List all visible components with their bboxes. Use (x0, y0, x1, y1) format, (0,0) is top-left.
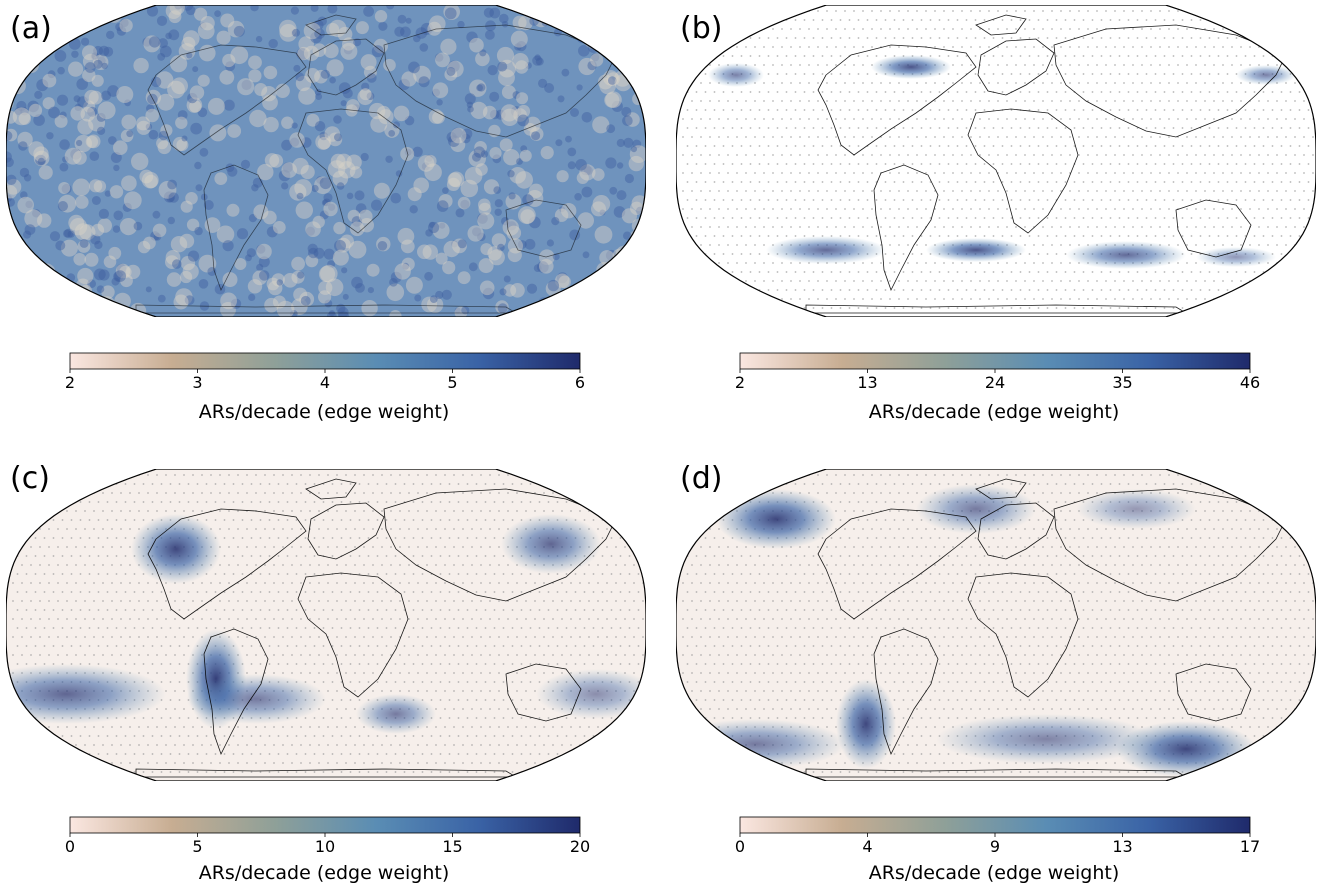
colorbar-tick-label: 5 (192, 837, 202, 854)
coastline (967, 572, 1079, 698)
coastline (817, 44, 977, 156)
colorbar-label: ARs/decade (edge weight) (868, 401, 1120, 423)
colorbar-tick-label: 2 (735, 373, 745, 390)
coastline (505, 663, 582, 722)
panel-a: (a) 2 3 4 5 6 ARs/decade (edge weight) (0, 0, 658, 440)
map-outline (676, 5, 1316, 317)
colorbar-tick-label: 9 (990, 837, 1000, 854)
coastline (297, 572, 409, 698)
coastline (1175, 199, 1252, 258)
coastline (817, 508, 977, 620)
coastline (305, 478, 357, 500)
world-map (676, 469, 1316, 781)
colorbar-tick-label: 4 (862, 837, 872, 854)
panel-label: (a) (10, 11, 52, 46)
world-map (6, 469, 646, 781)
colorbar-tick-label: 13 (857, 373, 877, 390)
coastline (505, 199, 582, 258)
colorbar: 2 13 24 35 46 (735, 352, 1260, 390)
colorbar-tick-label: 10 (315, 837, 335, 854)
colorbar-label: ARs/decade (edge weight) (198, 401, 450, 423)
colorbar-tick-label: 15 (442, 837, 462, 854)
colorbar: 2 3 4 5 6 (65, 352, 585, 390)
colorbar-label: ARs/decade (edge weight) (868, 862, 1120, 884)
coastline (975, 14, 1027, 36)
panel-b: (b) 2 13 24 35 46 ARs/decade (edge weight) (670, 0, 1317, 440)
colorbar-tick-label: 0 (735, 837, 745, 854)
coastline (977, 502, 1055, 560)
coastline (975, 478, 1027, 500)
panel-label: (c) (10, 461, 50, 496)
colorbar-gradient (739, 816, 1251, 834)
colorbar: 0 4 9 13 17 (735, 816, 1260, 854)
colorbar-tick-label: 3 (192, 373, 202, 390)
world-map (6, 5, 646, 317)
colorbar-tick-label: 46 (1240, 373, 1260, 390)
coastline (873, 164, 939, 292)
coastline (305, 14, 357, 36)
coastline (967, 108, 1079, 234)
coastline (873, 628, 939, 756)
colorbar-tick-label: 13 (1112, 837, 1132, 854)
colorbar-tick-label: 17 (1240, 837, 1260, 854)
coastline (147, 508, 307, 620)
panel-label: (d) (680, 461, 723, 496)
colorbar-gradient (739, 352, 1251, 370)
coastline (297, 108, 409, 234)
colorbar-label: ARs/decade (edge weight) (198, 862, 450, 884)
panel-label: (b) (680, 11, 723, 46)
colorbar-tick-label: 0 (65, 837, 75, 854)
coastline (307, 502, 385, 560)
map-outline (676, 469, 1316, 781)
map-outline (6, 469, 646, 781)
coastline (383, 24, 617, 138)
coastline (147, 44, 307, 156)
colorbar-tick-label: 2 (65, 373, 75, 390)
panel-d: (d) 0 4 9 13 17 ARs/decade (edge weight) (670, 464, 1317, 890)
world-map (676, 5, 1316, 317)
coastline (1053, 488, 1287, 602)
colorbar-tick-label: 20 (570, 837, 590, 854)
coastline (203, 164, 269, 292)
coastline (1053, 24, 1287, 138)
coastline (383, 488, 617, 602)
colorbar: 0 5 10 15 20 (65, 816, 590, 854)
colorbar-tick-label: 5 (447, 373, 457, 390)
coastline (977, 38, 1055, 96)
coastline (307, 38, 385, 96)
colorbar-tick-label: 6 (575, 373, 585, 390)
coastline (203, 628, 269, 756)
panel-c: (c) 0 5 10 15 20 ARs/decade (edge weight) (0, 464, 658, 890)
colorbar-tick-label: 4 (320, 373, 330, 390)
coastline (1175, 663, 1252, 722)
colorbar-gradient (69, 352, 581, 370)
map-outline (6, 5, 646, 317)
colorbar-gradient (69, 816, 581, 834)
colorbar-tick-label: 35 (1112, 373, 1132, 390)
colorbar-tick-label: 24 (985, 373, 1005, 390)
